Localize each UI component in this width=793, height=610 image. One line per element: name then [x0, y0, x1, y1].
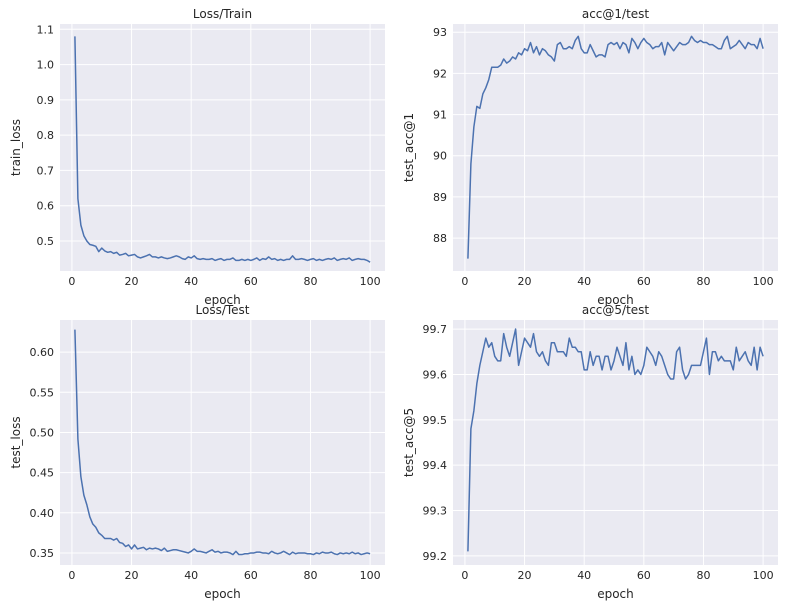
y-tick-label: 0.5	[37, 235, 55, 248]
x-tick-label: 0	[68, 569, 75, 582]
x-tick-label: 100	[753, 275, 774, 288]
y-tick-label: 91	[433, 109, 447, 122]
y-tick-label: 0.7	[37, 164, 55, 177]
x-tick-label: 40	[577, 275, 591, 288]
series-line-0	[74, 36, 371, 263]
x-tick-label: 100	[360, 275, 381, 288]
y-axis-label: test_acc@1	[402, 113, 416, 182]
plot-area	[453, 24, 778, 271]
x-axis-label: epoch	[204, 587, 241, 601]
y-tick-label: 99.6	[423, 368, 448, 381]
y-tick-label: 0.8	[37, 129, 55, 142]
x-tick-label: 60	[637, 275, 651, 288]
x-tick-label: 100	[360, 569, 381, 582]
chart-title: Loss/Test	[196, 303, 250, 317]
y-tick-label: 90	[433, 150, 447, 163]
y-axis-label: test_acc@5	[402, 408, 416, 477]
y-tick-label: 89	[433, 191, 447, 204]
x-tick-label: 20	[125, 275, 139, 288]
x-tick-label: 20	[125, 569, 139, 582]
y-tick-label: 0.40	[30, 507, 55, 520]
y-tick-label: 0.35	[30, 547, 55, 560]
series-line-0	[74, 329, 371, 556]
x-tick-label: 0	[68, 275, 75, 288]
x-axis-label: epoch	[597, 587, 634, 601]
x-tick-label: 80	[696, 275, 710, 288]
chart-title: Loss/Train	[193, 7, 252, 21]
chart-title: acc@5/test	[582, 303, 650, 317]
y-axis-label: test_loss	[9, 416, 23, 468]
x-tick-label: 0	[461, 275, 468, 288]
panel-2: 0 20 40 60 80 100 0.35 0.40 0.45 0.50 0.55 0.60 Loss…	[9, 303, 385, 601]
y-tick-label: 99.3	[423, 505, 448, 518]
y-tick-label: 99.4	[423, 459, 448, 472]
x-tick-label: 60	[244, 275, 258, 288]
y-tick-label: 0.9	[37, 94, 55, 107]
x-tick-label: 0	[461, 569, 468, 582]
y-tick-label: 99.7	[423, 323, 448, 336]
y-tick-label: 93	[433, 26, 447, 39]
panel-0: 0 20 40 60 80 100 0.5 0.6 0.7 0.8 0.9 1.0 1.1 Loss/Tr…	[9, 7, 385, 307]
x-tick-label: 40	[184, 569, 198, 582]
y-tick-label: 0.55	[30, 386, 55, 399]
y-tick-label: 99.2	[423, 550, 448, 563]
x-tick-label: 60	[244, 569, 258, 582]
x-tick-label: 40	[577, 569, 591, 582]
y-axis-label: train_loss	[9, 119, 23, 176]
panel-3: 0 20 40 60 80 100 99.2 99.3 99.4 99.5 99.6 99.7 acc@…	[402, 303, 778, 601]
x-axis-label: epoch	[204, 293, 241, 307]
chart-title: acc@1/test	[582, 7, 650, 21]
plot-area	[60, 24, 385, 271]
y-tick-label: 0.6	[37, 200, 55, 213]
y-tick-label: 92	[433, 67, 447, 80]
y-tick-label: 88	[433, 232, 447, 245]
y-tick-label: 99.5	[423, 414, 448, 427]
x-tick-label: 20	[518, 275, 532, 288]
x-tick-label: 80	[303, 569, 317, 582]
y-tick-label: 0.45	[30, 467, 55, 480]
panel-1: 0 20 40 60 80 100 88 89 90 91 92 93 acc@1/test epoch t…	[402, 7, 778, 307]
x-axis-label: epoch	[597, 293, 634, 307]
series-line-0	[467, 328, 764, 552]
plot-area	[60, 320, 385, 565]
y-tick-label: 1.0	[37, 59, 55, 72]
x-tick-label: 80	[696, 569, 710, 582]
x-tick-label: 40	[184, 275, 198, 288]
x-tick-label: 80	[303, 275, 317, 288]
y-tick-label: 0.60	[30, 346, 55, 359]
y-tick-label: 0.50	[30, 426, 55, 439]
series-line-0	[467, 35, 764, 259]
x-tick-label: 60	[637, 569, 651, 582]
x-tick-label: 100	[753, 569, 774, 582]
x-tick-label: 20	[518, 569, 532, 582]
y-tick-label: 1.1	[37, 23, 55, 36]
